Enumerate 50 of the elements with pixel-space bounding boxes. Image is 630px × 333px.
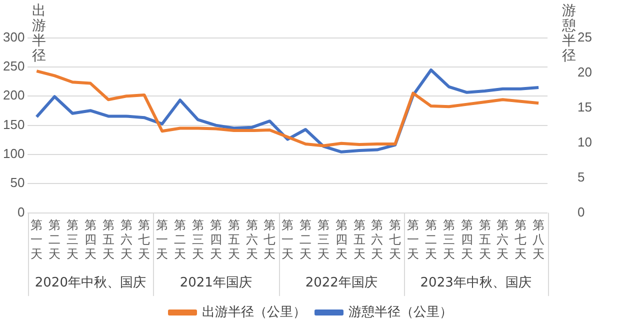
y-tick-label: 50: [10, 175, 25, 190]
x-tick-label: 第一天: [407, 218, 420, 261]
text: 2022年国庆: [305, 275, 378, 290]
legend-label: 出游半径（公里）: [202, 304, 306, 320]
x-tick-label: 第八天: [532, 218, 545, 261]
y-tick-label: 250: [2, 58, 25, 74]
x-tick-label: 第一天: [282, 218, 294, 261]
x-tick-label: 第七天: [389, 218, 402, 261]
text: 2023年中秋、国庆: [420, 275, 532, 290]
y2-tick-label: 10: [578, 134, 592, 150]
y2-tick-label: 25: [578, 29, 592, 44]
x-tick-label: 第二天: [300, 218, 312, 261]
legend-label: 游憩半径（公里）: [348, 304, 452, 320]
x-tick-label: 第四天: [210, 218, 222, 261]
x-tick-label: 第二天: [174, 218, 186, 261]
text: 2020年中秋、国庆: [34, 275, 146, 290]
y2-tick-label: 0: [578, 204, 585, 220]
x-tick-label: 第七天: [138, 218, 150, 261]
y2-tick-label: 5: [578, 169, 585, 184]
x-tick-label: 第三天: [66, 218, 79, 261]
x-tick-label: 第四天: [84, 218, 96, 261]
x-tick-label: 第五天: [353, 218, 366, 261]
y2-tick-label: 20: [578, 64, 592, 80]
x-tick-label: 第六天: [246, 218, 258, 261]
x-tick-label: 第五天: [478, 218, 491, 261]
x-tick-label: 第一天: [30, 218, 43, 261]
x-tick-label: 第三天: [192, 218, 204, 261]
x-tick-label: 第四天: [460, 218, 473, 261]
y-tick-label: 100: [2, 146, 25, 162]
x-tick-label: 第六天: [496, 218, 509, 261]
x-tick-label: 第五天: [102, 218, 114, 261]
x-tick-label: 第六天: [120, 218, 132, 261]
x-tick-label: 第四天: [335, 218, 348, 261]
x-tick-label: 第七天: [264, 218, 276, 261]
text: 2021年国庆: [180, 275, 252, 290]
y-tick-label: 150: [2, 116, 25, 132]
y-tick-label: 300: [2, 29, 25, 44]
x-tick-label: 第三天: [442, 218, 455, 261]
x-tick-label: 第二天: [48, 218, 61, 261]
x-tick-label: 第六天: [371, 218, 384, 261]
y-tick-label: 0: [17, 204, 25, 220]
x-tick-label: 第三天: [317, 218, 330, 261]
y-tick-label: 200: [2, 88, 25, 103]
y2-axis-title: 游憩半径: [562, 3, 576, 64]
x-tick-label: 第七天: [514, 218, 527, 261]
x-tick-label: 第五天: [228, 218, 240, 261]
x-tick-label: 第一天: [156, 218, 168, 261]
y-axis-title: 出游半径: [32, 3, 46, 64]
y2-tick-label: 15: [578, 99, 592, 114]
x-tick-label: 第二天: [425, 218, 438, 261]
